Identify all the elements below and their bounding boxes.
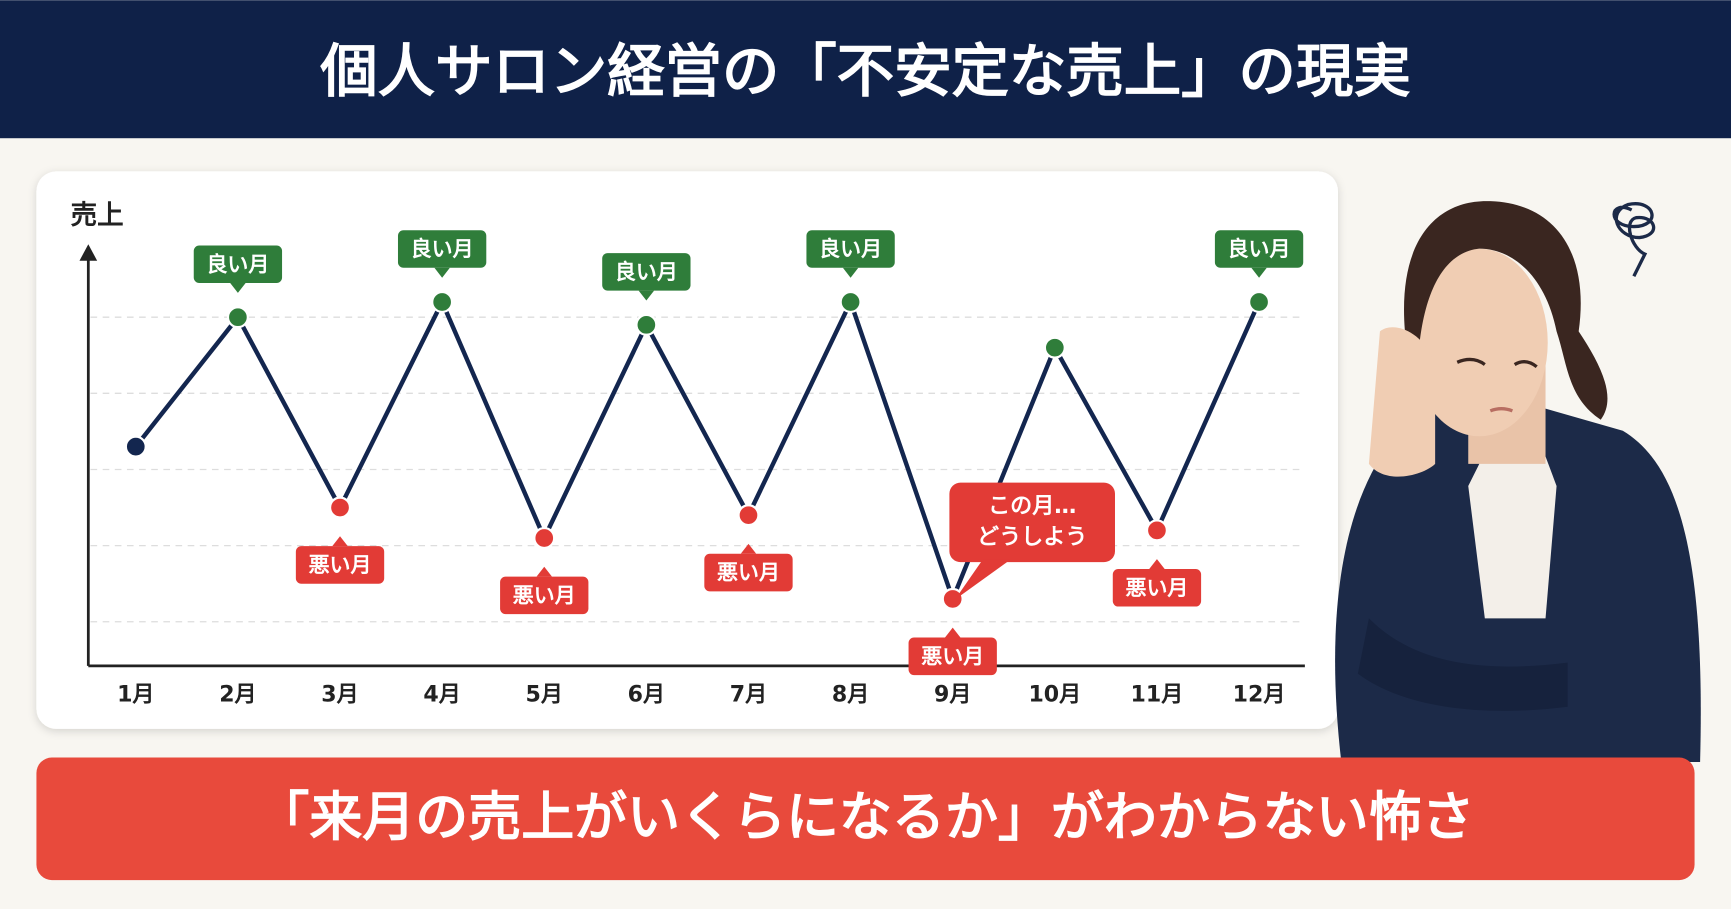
x-tick-label: 7月: [730, 683, 767, 708]
point-label-box: [602, 253, 691, 291]
point-label-box: [397, 230, 487, 268]
point-label: 悪い月: [513, 584, 576, 608]
point-label: 悪い月: [921, 644, 984, 668]
point: [431, 290, 454, 314]
x-tick-label: 12月: [1233, 683, 1286, 708]
point: [941, 587, 964, 610]
point: [1248, 290, 1271, 314]
point: [1145, 519, 1168, 542]
message-banner: [36, 757, 1695, 881]
point-label: 悪い月: [309, 553, 372, 577]
woman-illustration: [1335, 201, 1701, 762]
x-tick-label: 9月: [934, 683, 971, 708]
point-label: 悪い月: [1125, 576, 1188, 600]
point-label-tail: [842, 267, 859, 278]
x-tick-label: 11月: [1131, 683, 1184, 708]
x-tick-label: 8月: [832, 683, 869, 708]
point-label-tail: [740, 543, 757, 554]
point-label-box: [806, 230, 895, 268]
point-label: 良い月: [819, 237, 882, 261]
x-tick-label: 1月: [117, 683, 154, 708]
point: [737, 504, 760, 527]
point-label: 良い月: [615, 260, 678, 284]
point-label-tail: [230, 282, 246, 293]
point: [839, 290, 862, 314]
point-label-tail: [1251, 267, 1267, 278]
point: [635, 313, 658, 336]
callout-box: [949, 482, 1115, 563]
point-label: 悪い月: [717, 561, 780, 585]
chart-card: [36, 171, 1338, 729]
x-tick-label: 3月: [321, 683, 358, 708]
point-label-tail: [944, 627, 961, 638]
y-axis-label: 売上: [71, 200, 124, 231]
x-tick-label: 5月: [526, 683, 563, 708]
x-tick-label: 10月: [1028, 683, 1081, 708]
callout-text: この月…: [988, 494, 1076, 519]
point-label: 良い月: [206, 252, 269, 276]
header-bar: [0, 0, 1731, 139]
point-label-box: [295, 546, 385, 584]
x-tick-label: 4月: [423, 683, 460, 708]
callout-text: どうしよう: [977, 525, 1087, 550]
point-label-tail: [332, 536, 348, 547]
point: [124, 435, 147, 458]
point: [1043, 336, 1066, 359]
x-tick-label: 6月: [628, 683, 665, 708]
point-label-box: [908, 637, 997, 676]
sales-line: [134, 299, 1262, 602]
x-tick-label: 2月: [219, 683, 256, 708]
point-label-box: [193, 245, 283, 283]
message: 「来月の売上がいくらになるか」がわからない怖さ: [256, 787, 1474, 848]
point: [328, 496, 352, 519]
point-label: 良い月: [411, 237, 474, 261]
point-label-tail: [434, 267, 450, 278]
point-label-box: [704, 553, 793, 592]
point-label-tail: [1149, 559, 1165, 570]
point-label-box: [1214, 230, 1304, 268]
point-label-box: [1112, 569, 1202, 607]
title: 個人サロン経営の「不安定な売上」の現実: [319, 38, 1410, 105]
y-axis-arrow: [79, 244, 98, 261]
point-label-box: [500, 576, 589, 615]
point-label-tail: [536, 566, 552, 577]
point-label: 良い月: [1228, 237, 1291, 261]
point: [533, 526, 556, 550]
point-label-tail: [638, 290, 655, 301]
point: [226, 306, 249, 329]
